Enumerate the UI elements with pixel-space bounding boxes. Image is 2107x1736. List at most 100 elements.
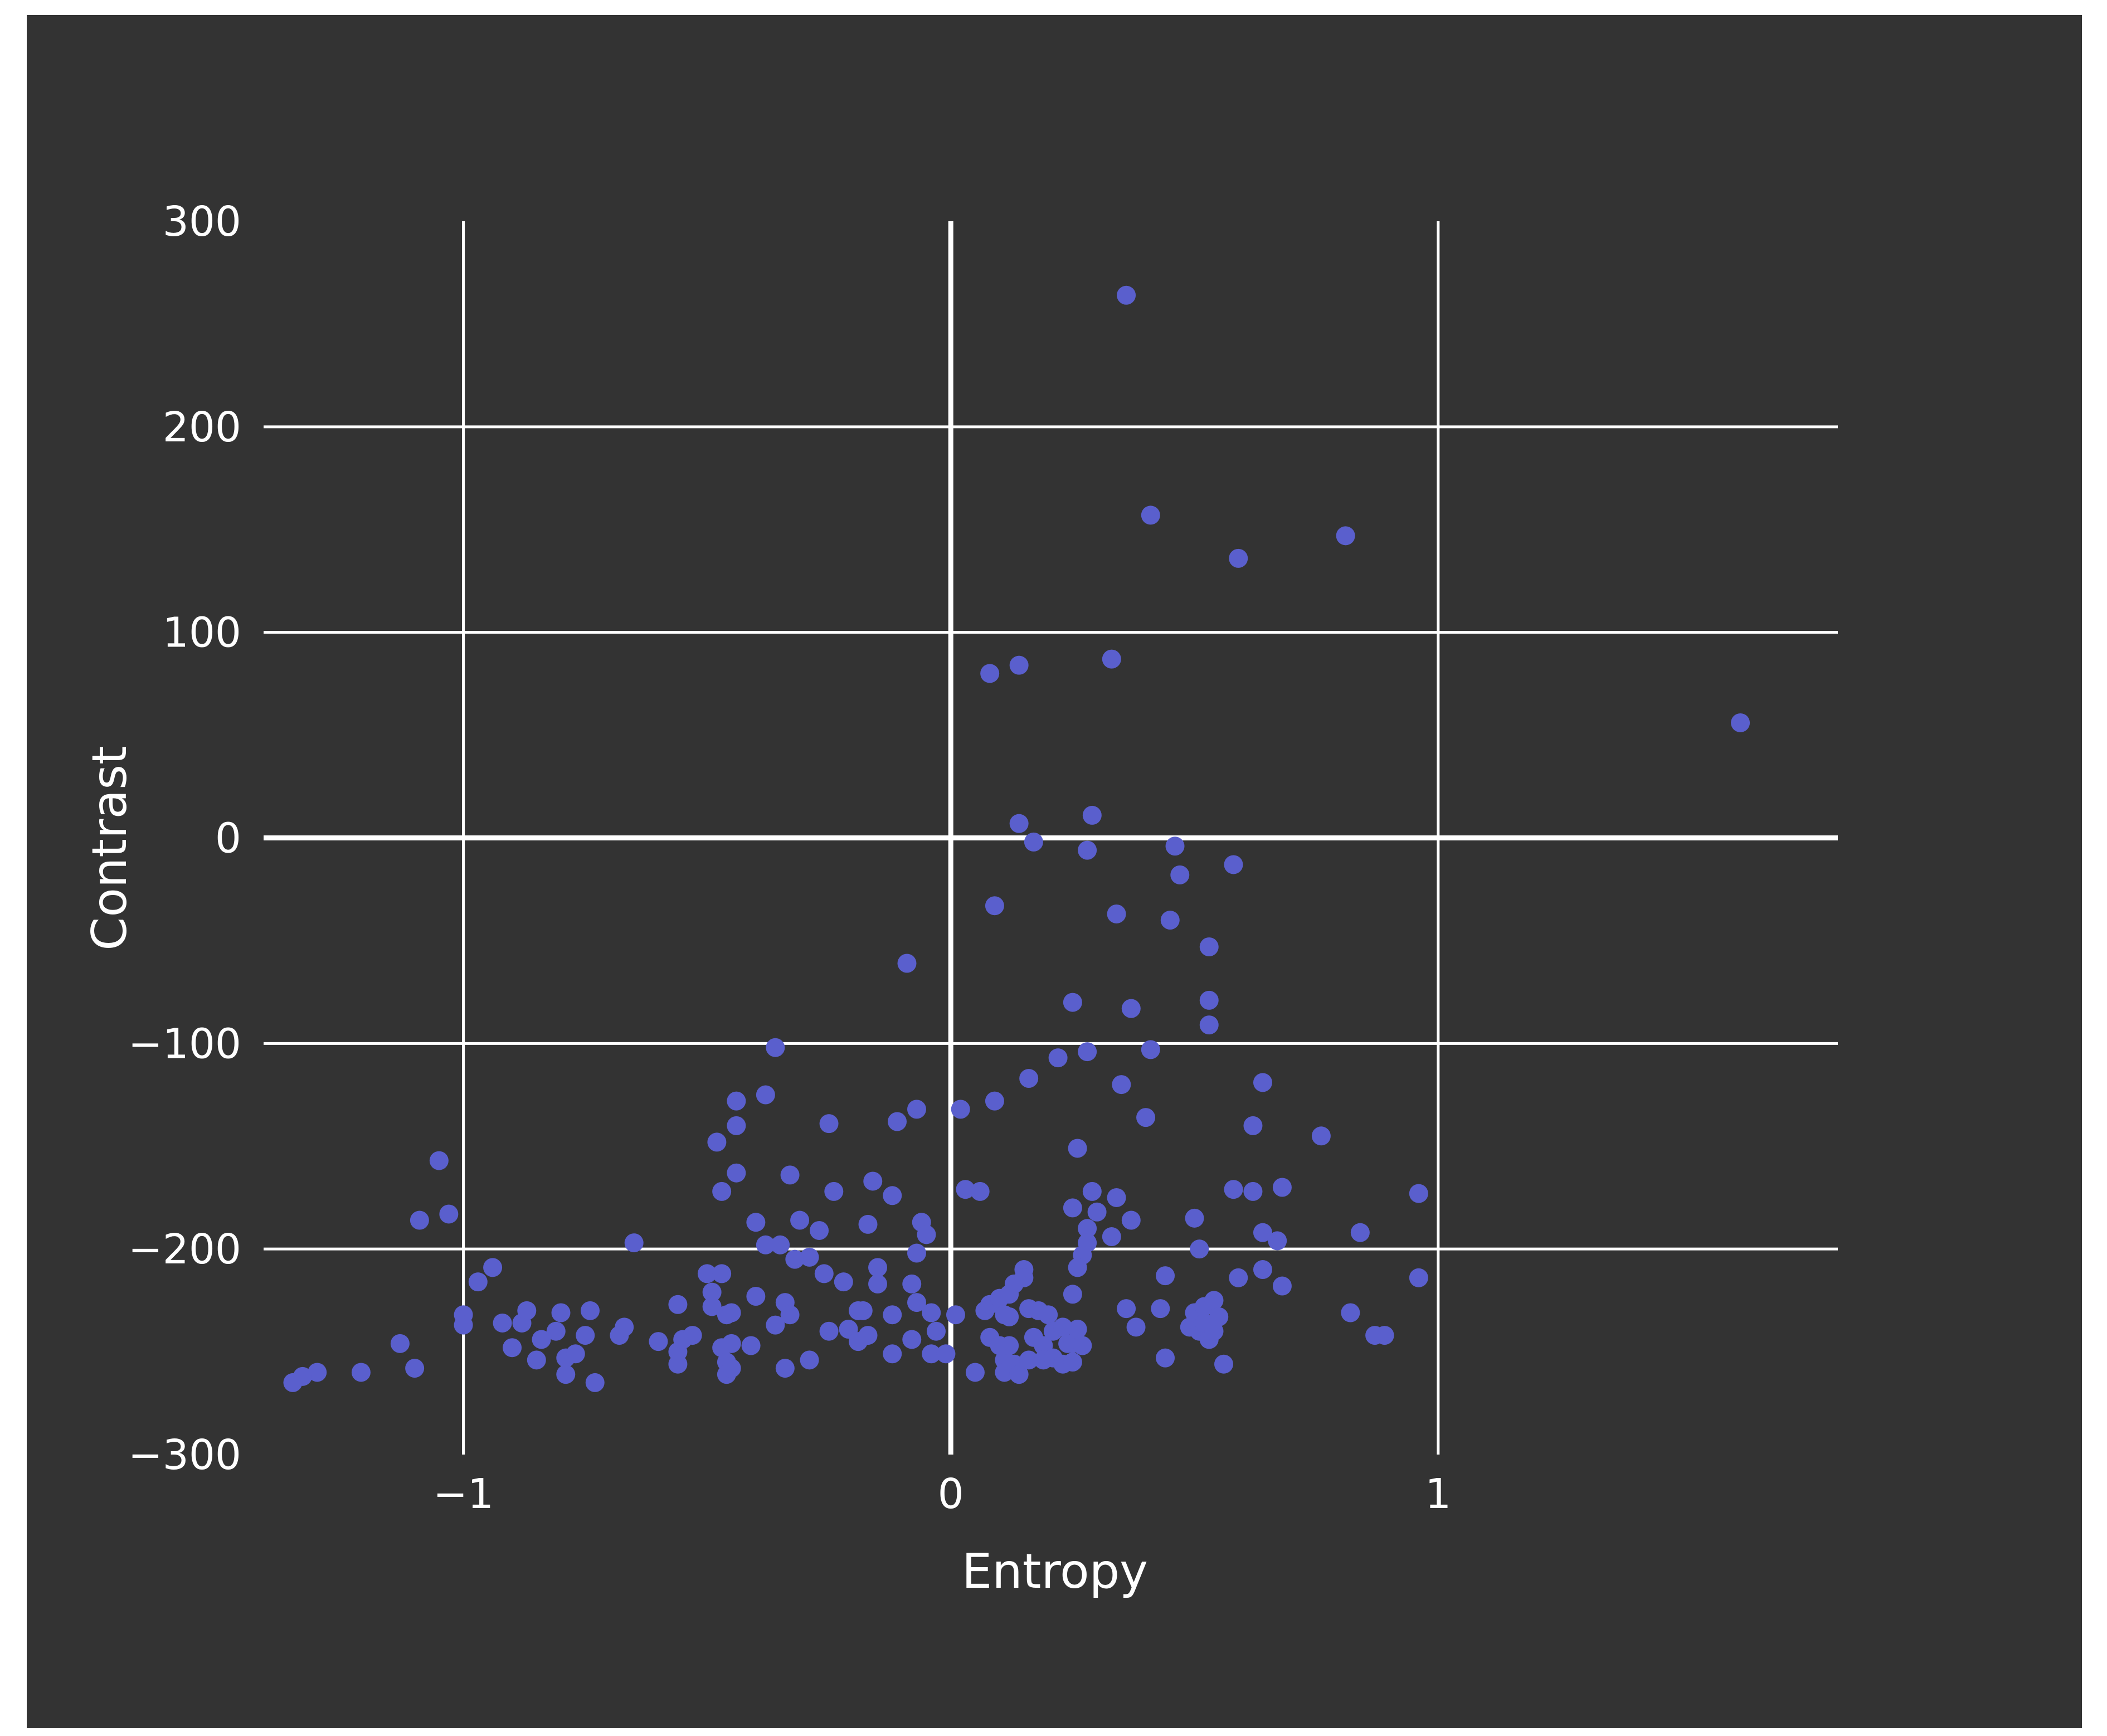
scatter-point[interactable] — [1204, 1291, 1224, 1310]
scatter-point[interactable] — [1063, 993, 1082, 1012]
scatter-point[interactable] — [668, 1295, 688, 1314]
scatter-point[interactable] — [883, 1186, 902, 1205]
scatter-point[interactable] — [922, 1303, 941, 1322]
scatter-point[interactable] — [615, 1317, 634, 1337]
scatter-point[interactable] — [1121, 999, 1141, 1018]
scatter-point[interactable] — [429, 1151, 449, 1170]
scatter-point[interactable] — [780, 1165, 800, 1185]
scatter-point[interactable] — [1204, 1321, 1224, 1341]
scatter-point[interactable] — [775, 1359, 795, 1378]
scatter-point[interactable] — [1019, 1069, 1039, 1088]
scatter-point[interactable] — [707, 1132, 727, 1152]
scatter-point[interactable] — [1136, 1108, 1156, 1127]
scatter-point[interactable] — [985, 1091, 1004, 1111]
scatter-point[interactable] — [1078, 1219, 1097, 1238]
scatter-point[interactable] — [1253, 1073, 1272, 1092]
scatter-point[interactable] — [1224, 1180, 1243, 1199]
scatter-point[interactable] — [1229, 1268, 1248, 1287]
scatter-point[interactable] — [1199, 937, 1219, 956]
scatter-point[interactable] — [766, 1038, 785, 1057]
scatter-point[interactable] — [1409, 1268, 1428, 1287]
scatter-point[interactable] — [390, 1334, 410, 1353]
scatter-point[interactable] — [468, 1272, 488, 1292]
scatter-point[interactable] — [800, 1247, 819, 1267]
scatter-point[interactable] — [1048, 1048, 1068, 1068]
scatter-point[interactable] — [1341, 1303, 1360, 1322]
scatter-point[interactable] — [883, 1305, 902, 1325]
scatter-point[interactable] — [824, 1181, 844, 1201]
scatter-point[interactable] — [1156, 1348, 1175, 1368]
scatter-point[interactable] — [1272, 1178, 1292, 1197]
scatter-point[interactable] — [741, 1336, 761, 1355]
scatter-point[interactable] — [1009, 1365, 1029, 1384]
scatter-point[interactable] — [351, 1363, 371, 1382]
scatter-point[interactable] — [1117, 1299, 1136, 1319]
scatter-point[interactable] — [863, 1171, 883, 1191]
scatter-point[interactable] — [1253, 1223, 1272, 1242]
scatter-point[interactable] — [1156, 1266, 1175, 1286]
scatter-point[interactable] — [1102, 649, 1121, 669]
scatter-point[interactable] — [746, 1286, 766, 1306]
scatter-point[interactable] — [483, 1258, 503, 1277]
scatter-point[interactable] — [834, 1272, 853, 1292]
scatter-point[interactable] — [566, 1344, 585, 1364]
scatter-point[interactable] — [897, 954, 917, 973]
scatter-point[interactable] — [283, 1373, 303, 1392]
scatter-point[interactable] — [1375, 1326, 1394, 1345]
scatter-point[interactable] — [503, 1338, 522, 1358]
scatter-point[interactable] — [1253, 1260, 1272, 1280]
scatter-point[interactable] — [585, 1373, 605, 1392]
scatter-point[interactable] — [527, 1350, 546, 1370]
scatter-point[interactable] — [858, 1326, 878, 1345]
scatter-point[interactable] — [1087, 1202, 1107, 1222]
scatter-point[interactable] — [926, 1321, 946, 1341]
scatter-point[interactable] — [1082, 805, 1102, 825]
scatter-point[interactable] — [1151, 1299, 1170, 1319]
scatter-point[interactable] — [308, 1363, 327, 1382]
scatter-point[interactable] — [868, 1258, 888, 1277]
scatter-point[interactable] — [727, 1163, 746, 1183]
scatter-point[interactable] — [819, 1321, 839, 1341]
scatter-point[interactable] — [1409, 1184, 1428, 1203]
scatter-point[interactable] — [517, 1301, 537, 1320]
scatter-point[interactable] — [1229, 548, 1248, 568]
scatter-point[interactable] — [1009, 814, 1029, 833]
scatter-point[interactable] — [624, 1233, 644, 1253]
scatter-point[interactable] — [1014, 1268, 1034, 1287]
scatter-point[interactable] — [1243, 1116, 1263, 1135]
scatter-point[interactable] — [1009, 655, 1029, 675]
scatter-point[interactable] — [649, 1332, 668, 1351]
scatter-point[interactable] — [702, 1297, 722, 1316]
scatter-point[interactable] — [546, 1321, 566, 1341]
scatter-point[interactable] — [907, 1100, 926, 1119]
scatter-point[interactable] — [1000, 1307, 1019, 1326]
scatter-point[interactable] — [887, 1112, 907, 1131]
scatter-point[interactable] — [1199, 1015, 1219, 1035]
scatter-point[interactable] — [858, 1214, 878, 1234]
scatter-point[interactable] — [722, 1359, 741, 1378]
scatter-point[interactable] — [1311, 1126, 1331, 1146]
scatter-point[interactable] — [1141, 505, 1160, 525]
scatter-point[interactable] — [1272, 1276, 1292, 1296]
scatter-point[interactable] — [1224, 855, 1243, 874]
scatter-point[interactable] — [985, 896, 1004, 916]
scatter-point[interactable] — [683, 1326, 702, 1345]
scatter-point[interactable] — [902, 1330, 922, 1349]
scatter-point[interactable] — [712, 1181, 732, 1201]
scatter-point[interactable] — [1082, 1181, 1102, 1201]
scatter-point[interactable] — [936, 1344, 956, 1364]
scatter-point[interactable] — [1117, 285, 1136, 305]
scatter-point[interactable] — [1063, 1353, 1082, 1372]
scatter-point[interactable] — [1731, 713, 1750, 732]
scatter-point[interactable] — [1160, 911, 1180, 930]
scatter-point[interactable] — [814, 1264, 834, 1283]
scatter-point[interactable] — [980, 664, 1000, 683]
scatter-point[interactable] — [1141, 1040, 1160, 1059]
scatter-point[interactable] — [1170, 865, 1190, 884]
scatter-point[interactable] — [883, 1344, 902, 1364]
scatter-point[interactable] — [1063, 1198, 1082, 1218]
scatter-point[interactable] — [800, 1350, 819, 1370]
scatter-point[interactable] — [1053, 1317, 1073, 1337]
scatter-point[interactable] — [1107, 1188, 1126, 1207]
scatter-point[interactable] — [1185, 1208, 1204, 1228]
